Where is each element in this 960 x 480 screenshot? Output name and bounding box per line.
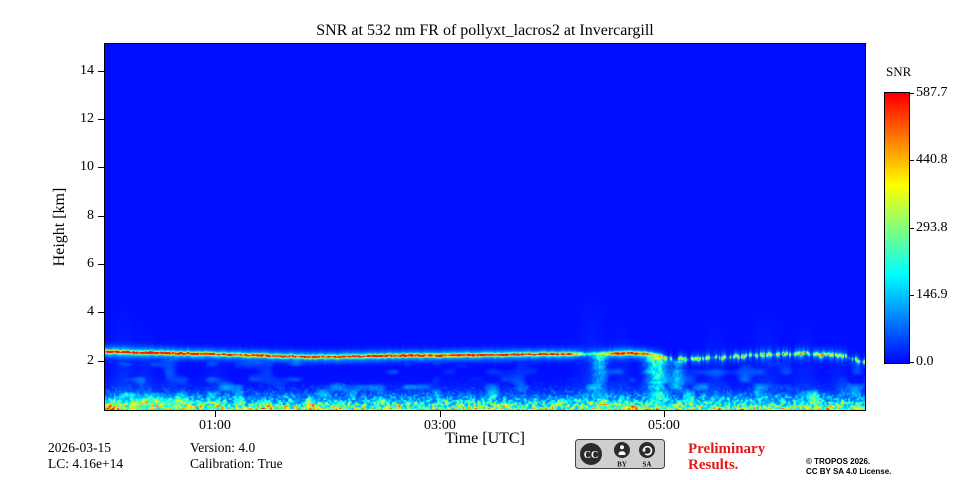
- colorbar-tick-label: 587.7: [916, 85, 948, 100]
- colorbar-canvas: [885, 93, 909, 363]
- x-tick-mark: [440, 411, 441, 417]
- y-tick-mark: [98, 119, 104, 120]
- preliminary-results-line2: Results.: [688, 457, 739, 473]
- cc-icon-label: CC: [584, 450, 598, 461]
- colorbar-tick-label: 0.0: [916, 354, 934, 369]
- colorbar: [884, 92, 910, 364]
- y-tick-label: 8: [87, 208, 94, 223]
- x-tick-label: 01:00: [199, 418, 231, 433]
- x-tick-mark: [664, 411, 665, 417]
- calibration-label: Calibration: True: [190, 456, 283, 471]
- snr-heatmap-canvas: [105, 44, 865, 410]
- by-person-icon: [614, 442, 630, 458]
- plot-area: [104, 43, 866, 411]
- measurement-date: 2026-03-15: [48, 440, 111, 455]
- x-axis-label: Time [UTC]: [445, 430, 525, 447]
- y-tick-mark: [98, 361, 104, 362]
- x-tick-mark: [215, 411, 216, 417]
- colorbar-tick-label: 146.9: [916, 287, 948, 302]
- y-tick-mark: [98, 264, 104, 265]
- x-tick-label: 05:00: [648, 418, 680, 433]
- y-tick-label: 14: [80, 63, 94, 78]
- colorbar-tick-mark: [910, 93, 914, 94]
- y-tick-mark: [98, 216, 104, 217]
- sa-label: SA: [643, 461, 652, 469]
- colorbar-tick-mark: [910, 362, 914, 363]
- copyright-license: CC BY SA 4.0 License.: [806, 467, 892, 476]
- y-axis-label: Height [km]: [51, 187, 68, 267]
- colorbar-tick-label: 440.8: [916, 152, 948, 167]
- y-tick-label: 12: [80, 111, 94, 126]
- chart-title: SNR at 532 nm FR of pollyxt_lacros2 at I…: [316, 22, 654, 39]
- lidar-constant: LC: 4.16e+14: [48, 456, 124, 471]
- copyright-tropos: © TROPOS 2026.: [806, 457, 871, 466]
- cc-icon: [580, 443, 602, 465]
- y-tick-mark: [98, 167, 104, 168]
- colorbar-title: SNR: [886, 64, 912, 79]
- preliminary-results-line1: Preliminary: [688, 441, 766, 457]
- y-tick-label: 4: [87, 304, 94, 319]
- y-tick-mark: [98, 312, 104, 313]
- colorbar-tick-mark: [910, 160, 914, 161]
- y-tick-label: 2: [87, 353, 94, 368]
- colorbar-tick-label: 293.8: [916, 220, 948, 235]
- colorbar-tick-mark: [910, 228, 914, 229]
- sa-arrow-icon: [639, 442, 655, 458]
- y-tick-label: 6: [87, 256, 94, 271]
- x-tick-label: 03:00: [424, 418, 456, 433]
- by-label: BY: [617, 461, 627, 469]
- y-tick-mark: [98, 71, 104, 72]
- cc-badge-graphic: CC BY SA: [575, 439, 665, 469]
- cc-license-badge: CC BY SA: [575, 439, 665, 474]
- colorbar-tick-mark: [910, 295, 914, 296]
- y-tick-label: 10: [80, 159, 94, 174]
- version-label: Version: 4.0: [190, 440, 256, 455]
